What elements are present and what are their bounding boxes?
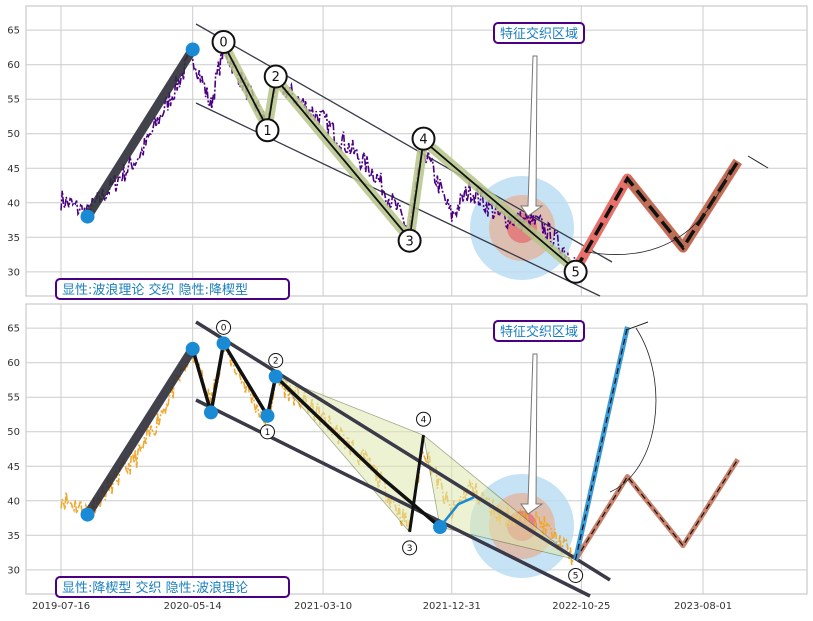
wave-label-3-ring [402,540,418,556]
x-axis: 2019-07-16 2020-05-14 2021-03-10 2021-12-31… [32,601,732,612]
corner-label: 显性:波浪理论 交织 隐性:降楔型 [62,282,248,298]
wave-label-2-ring [263,64,288,89]
forecast-blue-line [573,326,630,561]
pivot-marker [433,520,448,535]
wedge-upper-line [195,320,611,582]
wave-label-2: 2 [272,70,280,85]
pivot-marker [260,408,275,423]
wave-label-4: 4 [419,132,427,147]
corner-label-box [55,278,290,300]
wave-label-0: 0 [219,36,227,51]
y-tick-label: 65 [7,26,20,37]
wave-label-3: 3 [407,544,413,554]
wave-label-5: 5 [573,572,579,582]
x-tick-label: 2022-10-25 [552,601,610,612]
y-tick-label: 35 [7,531,20,542]
annotation-arrow [520,353,544,515]
y-tick-label: 40 [7,496,20,507]
x-tick-label: 2020-05-14 [164,601,222,612]
x-tick-label: 2021-03-10 [294,601,352,612]
annotation-label-box [493,320,585,342]
wave-label-1: 1 [263,124,271,139]
wave-3-4-line [408,434,425,533]
wave-label-2-ring [268,353,284,368]
corner-label-box [55,576,290,598]
y-tick-label: 60 [7,60,20,71]
projection-arc [609,327,657,493]
wave-path-line [222,43,577,271]
wave-label-5-ring [568,567,584,583]
y-tick-label: 45 [7,164,20,175]
pivot-marker [216,336,231,351]
y-tick-label: 30 [7,565,20,576]
x-tick-label: 2021-12-31 [423,601,481,612]
x-tick-label: 2019-07-16 [32,601,90,612]
wave-label-1: 1 [265,428,271,438]
pivot-marker [203,405,218,420]
y-tick-label: 50 [7,427,20,438]
wave-label-3: 3 [405,234,413,249]
wave-label-5-ring [563,259,588,284]
annotation-label-box [493,22,585,44]
y-tick-label: 55 [7,393,20,404]
wave-label-4-ring [416,411,432,427]
corner-label: 显性:降楔型 交织 隐性:波浪理论 [62,580,248,596]
wave-label-3-ring [397,228,422,253]
wave-label-0-ring [211,29,236,54]
y-tick-label: 45 [7,462,20,473]
projection-tick [625,321,649,331]
y-tick-label: 65 [7,324,20,335]
annotation-label: 特征交织区域 [500,324,578,340]
wave-label-5: 5 [572,265,580,280]
wave-label-1-ring [255,118,280,143]
impulse-marker [185,42,200,57]
y-tick-label: 60 [7,358,20,369]
breakout-line [439,496,475,528]
forecast-dashed-line [574,160,740,271]
wave-label-0-ring [216,319,232,335]
wave-fill-triangle [422,434,576,560]
pattern-path-line [274,375,442,529]
y-tick-label: 35 [7,233,20,244]
pivot-marker [185,341,200,356]
annotation-label: 特征交织区域 [500,26,578,42]
y-tick-label: 40 [7,198,20,209]
pivot-marker [80,507,95,522]
wave-label-1-ring [259,424,275,440]
wave-label-2: 2 [273,357,279,367]
impulse-leg-line [83,45,198,222]
impulse-leg-line [83,344,198,520]
pivot-marker [268,369,283,384]
projection-arc [585,169,731,255]
x-tick-label: 2023-08-01 [674,601,732,612]
wave-label-4-ring [411,126,436,151]
wave-label-4: 4 [421,415,427,425]
y-tick-label: 55 [7,95,20,106]
impulse-marker [80,209,95,224]
forecast-alt-dash [575,459,739,560]
annotation-arrow [520,55,544,217]
y-tick-label: 30 [7,267,20,278]
wave-label-0: 0 [221,324,227,334]
projection-tick [747,155,769,169]
y-tick-label: 50 [7,129,20,140]
